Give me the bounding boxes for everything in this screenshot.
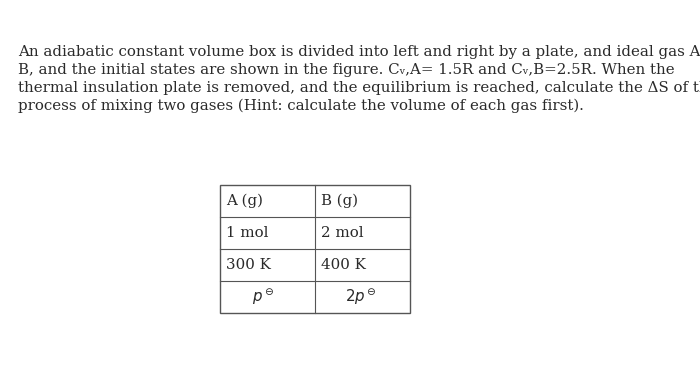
Text: 2 mol: 2 mol: [321, 226, 363, 240]
Text: process of mixing two gases (Hint: calculate the volume of each gas first).: process of mixing two gases (Hint: calcu…: [18, 99, 584, 114]
Text: An adiabatic constant volume box is divided into left and right by a plate, and : An adiabatic constant volume box is divi…: [18, 45, 700, 59]
Text: $p\,^{\ominus}$: $p\,^{\ominus}$: [253, 287, 274, 307]
Text: 300 K: 300 K: [226, 258, 271, 272]
Text: $2p\,^{\ominus}$: $2p\,^{\ominus}$: [344, 287, 377, 307]
Text: 400 K: 400 K: [321, 258, 366, 272]
Text: thermal insulation plate is removed, and the equilibrium is reached, calculate t: thermal insulation plate is removed, and…: [18, 81, 700, 95]
Text: B (g): B (g): [321, 194, 358, 208]
Text: A (g): A (g): [226, 194, 263, 208]
Bar: [220, 185, 410, 313]
Text: 1 mol: 1 mol: [226, 226, 269, 240]
Text: B, and the initial states are shown in the figure. Cᵥ,A= 1.5R and Cᵥ,B=2.5R. Whe: B, and the initial states are shown in t…: [18, 63, 675, 77]
